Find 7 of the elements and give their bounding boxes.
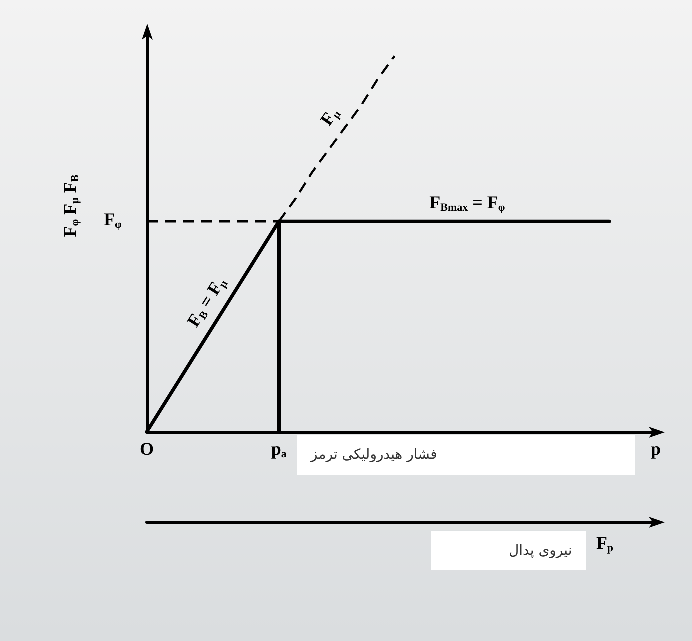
x-tick-label: O bbox=[140, 439, 154, 459]
x-axis-title: p bbox=[650, 439, 662, 459]
text: FB = Fμ bbox=[183, 278, 231, 331]
text: Fμ bbox=[316, 108, 344, 130]
text-box: فشار هیدرولیکی ترمز bbox=[297, 435, 635, 475]
text-box: نیروی پدال bbox=[431, 531, 586, 570]
y-axis-title: Fφ Fμ FB bbox=[60, 174, 82, 238]
